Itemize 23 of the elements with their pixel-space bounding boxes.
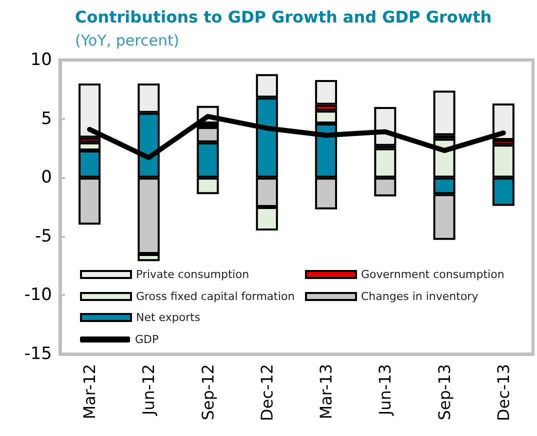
x-tick-label: Jun-12	[139, 364, 158, 416]
y-tick-label: -5	[35, 226, 52, 246]
x-tick-label: Jun-13	[376, 364, 395, 416]
legend-label: Changes in inventory	[361, 290, 479, 303]
legend-label: Gross fixed capital formation	[136, 290, 295, 303]
y-tick-label: -10	[24, 285, 52, 306]
legend-label: Government consumption	[361, 268, 504, 281]
y-tick-label: -15	[24, 344, 52, 364]
x-tick-label: Sep-12	[198, 364, 218, 420]
x-tick-label: Mar-12	[80, 364, 100, 420]
legend-label: Private consumption	[136, 268, 250, 281]
legend-label: Net exports	[136, 311, 200, 324]
x-tick-label: Sep-13	[434, 364, 454, 420]
x-tick-label: Mar-13	[316, 364, 336, 420]
x-tick-label: Dec-13	[494, 364, 513, 422]
y-tick-label: 5	[41, 108, 52, 129]
y-tick-label: 10	[30, 50, 52, 70]
x-tick-label: Dec-12	[257, 364, 276, 422]
legend-label: GDP	[135, 333, 159, 346]
chart-title: Contributions to GDP Growth and GDP Growth	[75, 8, 492, 26]
y-tick-label: 0	[41, 168, 52, 188]
bar	[433, 90, 456, 136]
chart-subtitle: (YoY, percent)	[75, 32, 180, 50]
